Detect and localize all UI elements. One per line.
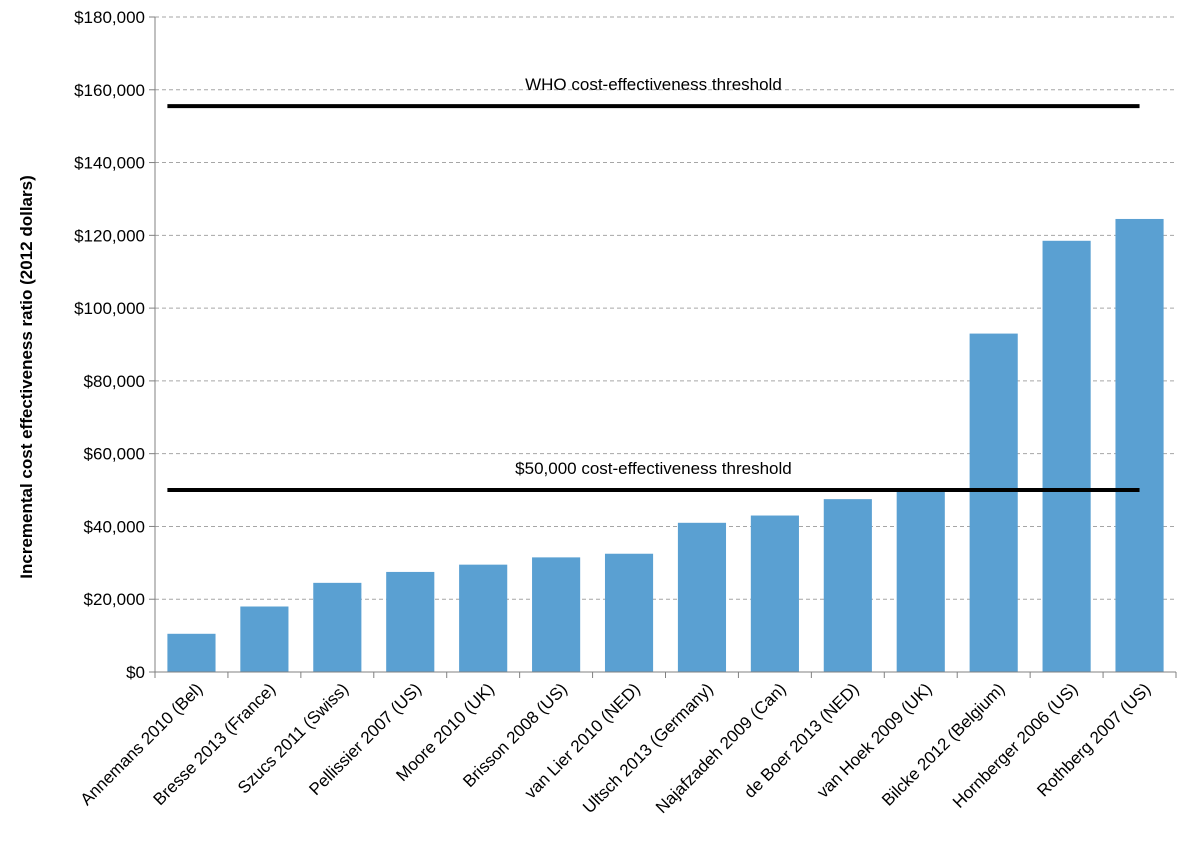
bar [532,557,581,672]
bar [167,633,216,672]
bar [969,333,1018,672]
bar [313,582,362,672]
threshold-label: $50,000 cost-effectiveness threshold [515,459,792,478]
bar [1042,240,1091,672]
x-tick-label: Hornberger 2006 (US) [949,679,1081,811]
x-tick-label: Bresse 2013 (France) [150,679,280,809]
bar [604,553,654,672]
y-tick-label: $40,000 [84,517,145,536]
y-tick-label: $0 [126,663,145,682]
bar [677,522,727,672]
bar [459,564,508,672]
bar [823,499,872,672]
bar [386,571,435,672]
y-tick-label: $140,000 [74,154,145,173]
y-tick-label: $20,000 [84,590,145,609]
bar [750,515,799,672]
y-axis-label: Incremental cost effectiveness ratio (20… [17,175,36,578]
y-tick-label: $80,000 [84,372,145,391]
y-tick-label: $160,000 [74,81,145,100]
bar [240,606,289,672]
y-tick-label: $120,000 [74,226,145,245]
y-tick-label: $180,000 [74,8,145,27]
y-tick-label: $60,000 [84,445,145,464]
y-tick-labels: $0 $20,000 $40,000 $60,000 $80,000 $100,000 $1… [74,8,145,682]
axes [149,16,1177,678]
x-tick-label: Ultsch 2013 (Germany) [579,679,717,817]
reference-lines: WHO cost-effectiveness threshold $50,000 … [167,75,1140,493]
threshold-label: WHO cost-effectiveness threshold [525,75,782,94]
x-tick-label: Najafzadeh 2009 (Can) [652,679,790,817]
bars [167,218,1164,673]
x-tick-label: Bilcke 2012 (Belgium) [878,679,1008,809]
bar [896,491,945,672]
y-tick-label: $100,000 [74,299,145,318]
bar [1115,218,1164,673]
x-tick-labels: Annemans 2010 (Bel)Bresse 2013 (France)S… [77,679,1155,817]
x-tick-label: Annemans 2010 (Bel) [77,679,207,809]
